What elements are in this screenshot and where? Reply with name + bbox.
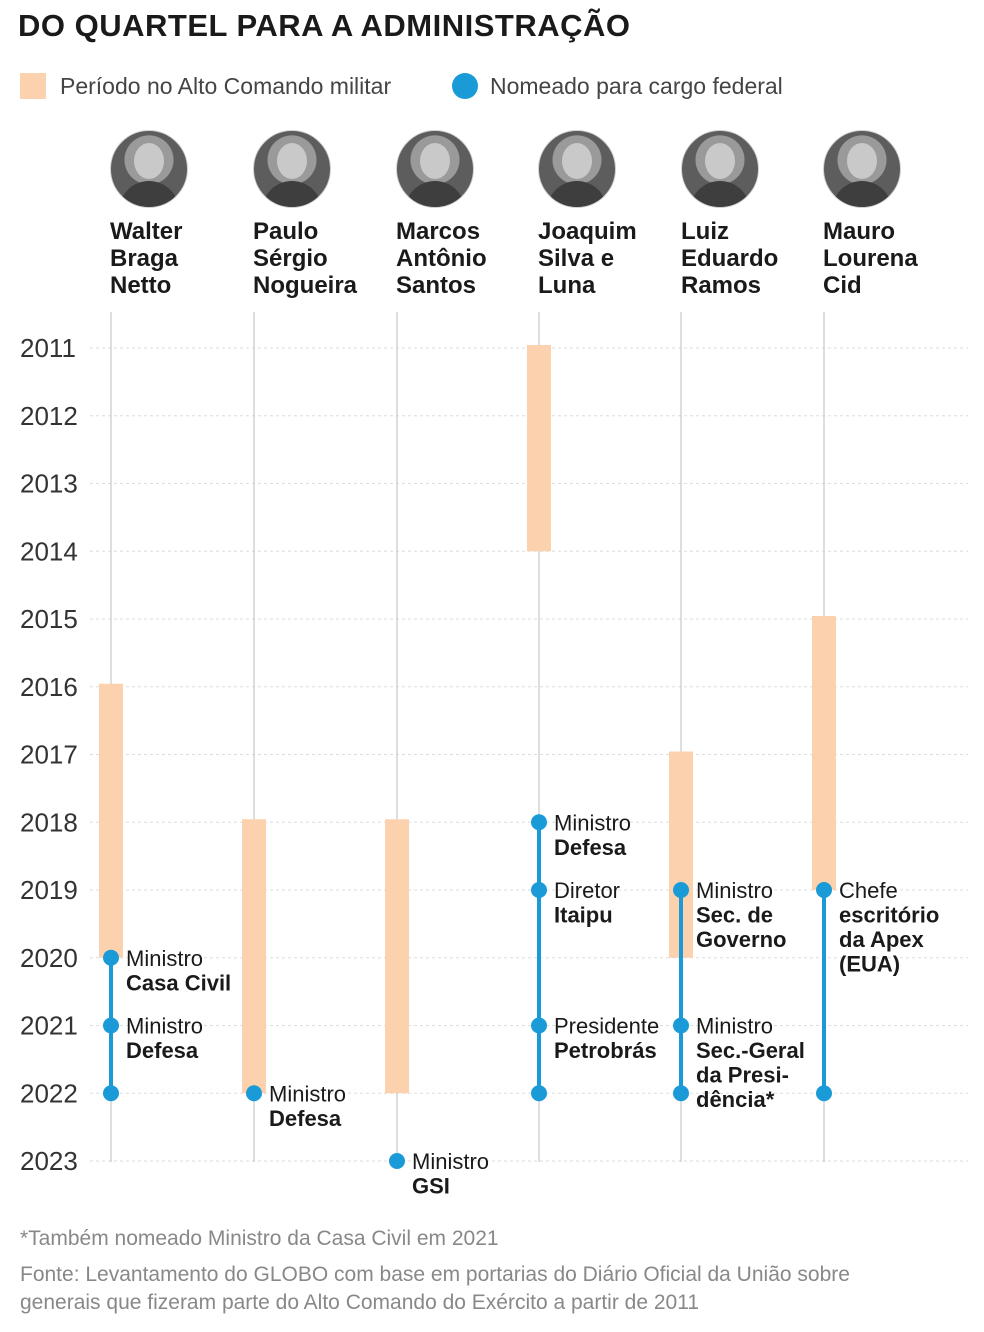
person-photo-icon xyxy=(110,130,188,208)
y-tick-label: 2013 xyxy=(20,469,78,499)
appointment-label: Ministro xyxy=(126,1014,203,1039)
appointment-label: Defesa xyxy=(269,1106,342,1131)
appointment-label: Defesa xyxy=(126,1038,199,1063)
appointment-label: Itaipu xyxy=(554,903,613,928)
appointment-label: Defesa xyxy=(554,835,627,860)
appointment-label: Sec.-Geral xyxy=(696,1038,805,1063)
appointment-dot xyxy=(673,882,689,898)
appointment-dot xyxy=(531,882,547,898)
person-name: Joaquim Silva e Luna xyxy=(538,218,637,299)
person-column-header: Luiz Eduardo Ramos xyxy=(681,130,821,299)
appointment-dot xyxy=(103,1017,119,1034)
appointment-label: GSI xyxy=(412,1174,450,1199)
y-tick-label: 2012 xyxy=(20,401,78,431)
person-column-header: Paulo Sérgio Nogueira xyxy=(253,130,393,299)
y-tick-label: 2023 xyxy=(20,1146,78,1176)
military-period-bar xyxy=(99,683,123,958)
appointment-label: Ministro xyxy=(412,1149,489,1174)
source-line: generais que fizeram parte do Alto Coman… xyxy=(20,1291,700,1314)
military-period-bar xyxy=(527,345,551,552)
y-tick-label: 2016 xyxy=(20,672,78,702)
appointment-label: Ministro xyxy=(269,1081,346,1106)
person-column-header: Joaquim Silva e Luna xyxy=(538,130,678,299)
appointment-label: Casa Civil xyxy=(126,970,231,995)
military-period-bar xyxy=(242,819,266,1094)
appointment-dot xyxy=(531,1017,547,1034)
chart-title: DO QUARTEL PARA A ADMINISTRAÇÃO xyxy=(18,8,631,43)
person-name: Marcos Antônio Santos xyxy=(396,218,487,299)
appointment-dot xyxy=(531,1085,547,1102)
y-tick-label: 2022 xyxy=(20,1078,78,1108)
appointment-dot xyxy=(673,1017,689,1034)
y-tick-label: 2018 xyxy=(20,807,78,837)
legend-period-label: Período no Alto Comando militar xyxy=(60,72,392,99)
appointment-dot xyxy=(103,949,119,966)
appointment-dot xyxy=(673,1085,689,1102)
y-tick-label: 2020 xyxy=(20,943,78,973)
appointment-dot xyxy=(389,1153,405,1169)
legend-period: Período no Alto Comando militar xyxy=(20,70,391,102)
person-column-header: Mauro Lourena Cid xyxy=(823,130,963,299)
source-line: Fonte: Levantamento do GLOBO com base em… xyxy=(20,1263,850,1286)
appointment-label: Chefe xyxy=(839,878,898,903)
appointment-dot xyxy=(531,814,547,831)
period-swatch-icon xyxy=(20,73,46,99)
appointment-dot xyxy=(816,882,832,898)
military-period-bar xyxy=(812,616,836,890)
appointment-label: Sec. de xyxy=(696,903,773,928)
appointment-label: escritório xyxy=(839,903,939,928)
appointment-dot xyxy=(816,1085,832,1102)
person-name: Walter Braga Netto xyxy=(110,218,183,299)
legend-appointment-label: Nomeado para cargo federal xyxy=(490,72,783,99)
person-photo-icon xyxy=(538,130,616,208)
appointment-dot xyxy=(103,1085,119,1102)
military-period-bar xyxy=(385,819,409,1094)
y-tick-label: 2015 xyxy=(20,604,78,634)
appointment-label: dência* xyxy=(696,1087,775,1112)
legend-appointment: Nomeado para cargo federal xyxy=(452,70,783,102)
person-column-header: Walter Braga Netto xyxy=(110,130,250,299)
y-tick-label: 2019 xyxy=(20,875,78,905)
appointment-label: Petrobrás xyxy=(554,1038,657,1063)
appointment-label: (EUA) xyxy=(839,952,900,977)
footnote: *Também nomeado Ministro da Casa Civil e… xyxy=(20,1227,499,1250)
appointment-label: Ministro xyxy=(696,878,773,903)
person-column-header: Marcos Antônio Santos xyxy=(396,130,536,299)
person-photo-icon xyxy=(396,130,474,208)
y-tick-label: 2014 xyxy=(20,536,78,566)
appointment-dot xyxy=(246,1085,262,1102)
y-tick-label: 2021 xyxy=(20,1011,78,1041)
appointment-label: da Presi- xyxy=(696,1063,789,1088)
appointment-label: Diretor xyxy=(554,878,620,903)
appointment-dot-icon xyxy=(452,73,478,99)
appointment-label: Ministro xyxy=(126,946,203,971)
person-name: Paulo Sérgio Nogueira xyxy=(253,218,358,299)
appointment-label: da Apex xyxy=(839,927,925,952)
appointment-label: Ministro xyxy=(696,1014,773,1039)
person-name: Mauro Lourena Cid xyxy=(823,218,918,299)
person-photo-icon xyxy=(681,130,759,208)
person-photo-icon xyxy=(253,130,331,208)
appointment-label: Presidente xyxy=(554,1014,659,1039)
person-name: Luiz Eduardo Ramos xyxy=(681,218,779,299)
person-photo-icon xyxy=(823,130,901,208)
appointment-label: Ministro xyxy=(554,810,631,835)
appointment-label: Governo xyxy=(696,927,786,952)
y-tick-label: 2017 xyxy=(20,740,78,770)
y-tick-label: 2011 xyxy=(20,333,76,363)
